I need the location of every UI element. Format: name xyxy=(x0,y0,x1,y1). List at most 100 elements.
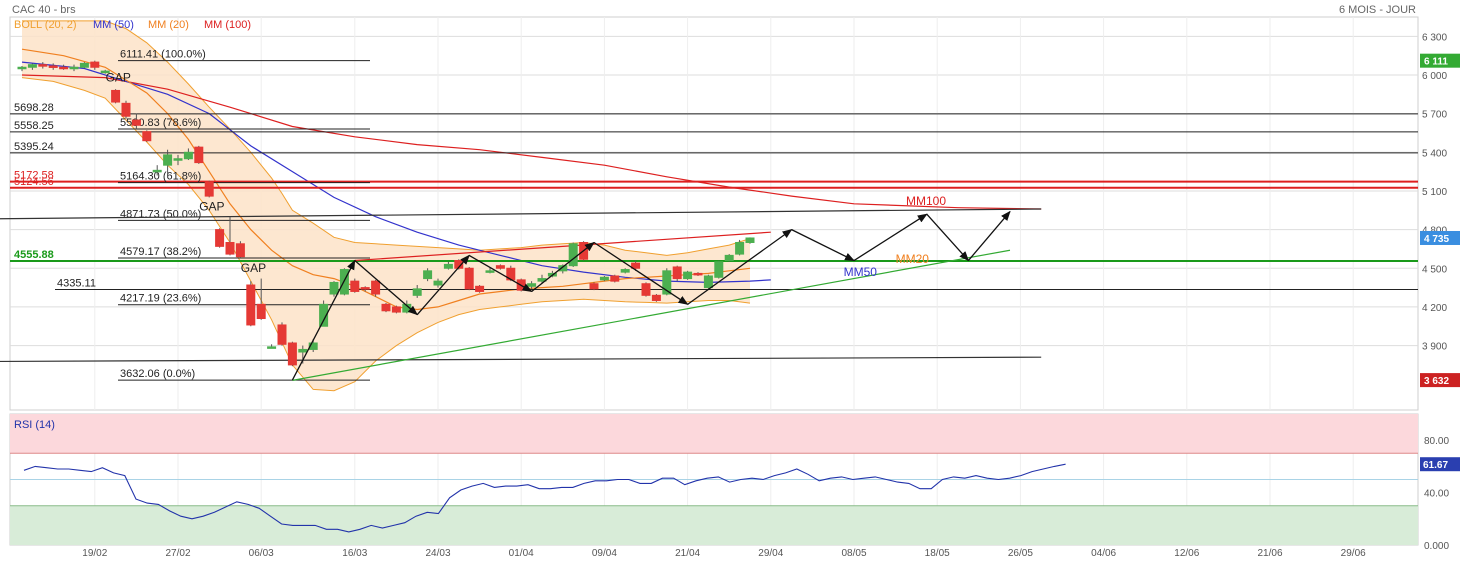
projection-arrow xyxy=(791,229,855,262)
trend-line xyxy=(0,356,1042,363)
x-tick-label: 21/06 xyxy=(1257,548,1282,559)
fib-level-label: 4217.19 (23.6%) xyxy=(120,293,201,305)
x-tick-label: 21/04 xyxy=(675,548,700,559)
rsi-overbought-zone xyxy=(10,414,1418,454)
candle-body xyxy=(287,342,297,366)
rsi-y-tick-label: 0.000 xyxy=(1424,541,1449,552)
candle-body xyxy=(568,243,578,267)
candle-body xyxy=(683,271,693,280)
candle-body xyxy=(610,275,620,282)
rsi-y-tick-label: 40.00 xyxy=(1424,489,1449,500)
fib-level-label: 3632.06 (0.0%) xyxy=(120,368,195,380)
x-tick-label: 27/02 xyxy=(165,548,190,559)
horizontal-level-label: 5124.56 xyxy=(14,176,54,188)
candle-body xyxy=(651,294,661,301)
candle-body xyxy=(142,131,152,142)
horizontal-level-label: 5172.58 xyxy=(14,170,54,182)
candle-body xyxy=(308,342,318,350)
candle-body xyxy=(100,70,110,74)
candle-body xyxy=(48,65,58,68)
x-tick-label: 06/03 xyxy=(249,548,274,559)
indicator-legend-label: MM (50) xyxy=(93,19,134,31)
projection-arrow xyxy=(416,254,470,316)
candle-body xyxy=(475,285,485,292)
x-tick-label: 24/03 xyxy=(425,548,450,559)
candle-body xyxy=(371,280,381,295)
gap-label: GAP xyxy=(199,199,224,213)
candle-body xyxy=(599,276,609,281)
candle-body xyxy=(256,303,266,320)
x-tick-label: 08/05 xyxy=(841,548,866,559)
price-y-tick-label: 6 000 xyxy=(1422,71,1447,82)
horizontal-level-label: 5395.24 xyxy=(14,141,54,153)
candle-body xyxy=(724,254,734,262)
candle-body xyxy=(631,262,641,269)
horizontal-level-label: 5698.28 xyxy=(14,102,54,114)
candle-body xyxy=(17,66,27,70)
rsi-value-tag-label: 61.67 xyxy=(1423,460,1448,471)
gap-label: GAP xyxy=(241,261,266,275)
candle-body xyxy=(745,237,755,243)
candle-body xyxy=(443,263,453,269)
price-tag-label: 3 632 xyxy=(1424,376,1449,387)
projection-arrow xyxy=(853,213,928,262)
candle-body xyxy=(173,158,183,161)
candle-body xyxy=(672,266,682,280)
projection-arrow xyxy=(291,259,356,381)
candle-body xyxy=(59,66,69,70)
instrument-title: CAC 40 - brs xyxy=(12,4,76,16)
candle-body xyxy=(121,102,131,117)
candle-body xyxy=(163,154,173,166)
projection-arrow xyxy=(967,210,1011,261)
candle-body xyxy=(433,280,443,286)
trend-line xyxy=(354,231,771,262)
trend-line xyxy=(292,249,1011,381)
candle-body xyxy=(360,287,370,290)
candle-body xyxy=(620,269,630,273)
rsi-oversold-zone xyxy=(10,505,1418,545)
candle-body xyxy=(298,348,308,353)
price-y-tick-label: 3 900 xyxy=(1422,342,1447,353)
candle-body xyxy=(329,281,339,295)
candle-body xyxy=(204,181,214,197)
candle-body xyxy=(589,283,599,290)
candle-body xyxy=(381,303,391,312)
price-y-tick-label: 5 100 xyxy=(1422,187,1447,198)
price-y-tick-label: 5 400 xyxy=(1422,148,1447,159)
projection-arrow xyxy=(593,241,689,305)
candle-body xyxy=(423,270,433,280)
candle-body xyxy=(235,243,245,258)
ma-line-label: MM100 xyxy=(906,194,946,208)
candle-body xyxy=(693,272,703,276)
candle-body xyxy=(131,119,141,126)
horizontal-level-label: 5558.25 xyxy=(14,120,54,132)
gap-label: GAP xyxy=(106,70,131,84)
price-y-tick-label: 4 200 xyxy=(1422,303,1447,314)
projection-arrow xyxy=(687,229,793,305)
fib-level-label: 4871.73 (50.0%) xyxy=(120,208,201,220)
candle-body xyxy=(277,324,287,345)
mm100-line xyxy=(21,74,1042,210)
candle-body xyxy=(714,261,724,278)
period-label: 6 MOIS - JOUR xyxy=(1339,4,1416,16)
candle-body xyxy=(152,169,162,173)
trend-line xyxy=(0,208,1042,220)
projection-arrow xyxy=(531,241,595,292)
candle-body xyxy=(90,61,100,68)
projection-arrow xyxy=(926,213,970,262)
rsi-y-tick-label: 80.00 xyxy=(1424,436,1449,447)
candle-body xyxy=(412,288,422,296)
x-tick-label: 04/06 xyxy=(1091,548,1116,559)
x-tick-label: 19/02 xyxy=(82,548,107,559)
rsi-title: RSI (14) xyxy=(14,419,55,431)
rsi-value-tag-box xyxy=(1420,457,1460,472)
candle-body xyxy=(464,267,474,290)
candle-body xyxy=(391,306,401,313)
candle-body xyxy=(38,64,48,67)
price-y-tick-label: 6 300 xyxy=(1422,32,1447,43)
price-tag-box xyxy=(1420,53,1460,68)
candle-body xyxy=(246,284,256,326)
candle-body xyxy=(183,151,193,160)
